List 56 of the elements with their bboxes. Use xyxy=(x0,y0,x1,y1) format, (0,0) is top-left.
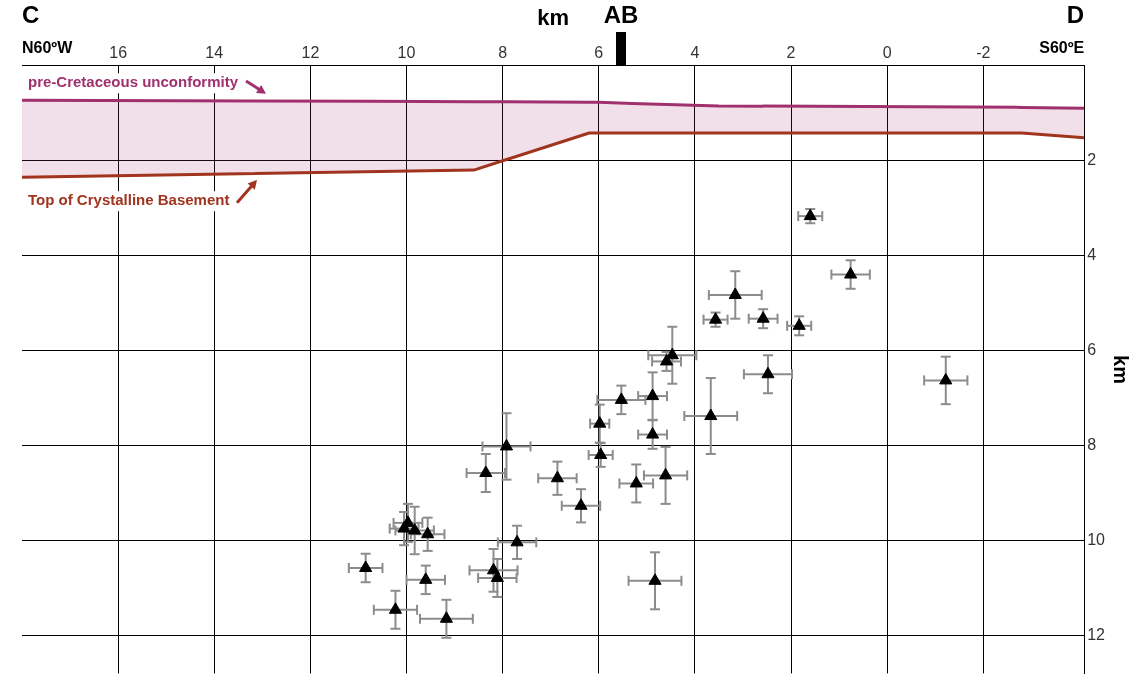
point xyxy=(792,318,806,330)
y-tick-label: 4 xyxy=(1087,245,1097,263)
point xyxy=(646,427,660,439)
text: AB xyxy=(603,0,639,28)
y-tick-label: 8 xyxy=(1087,435,1097,453)
legend-label: pre-Cretaceous unconformity xyxy=(28,73,239,91)
point xyxy=(594,447,608,459)
point xyxy=(844,267,858,279)
point xyxy=(939,372,953,385)
text: N60ºW xyxy=(22,39,74,57)
point xyxy=(359,560,373,572)
point xyxy=(629,475,643,488)
x-tick-label: 14 xyxy=(205,44,224,62)
point xyxy=(659,353,674,366)
point xyxy=(419,572,433,584)
x-tick-label: 0 xyxy=(882,44,892,62)
point xyxy=(401,515,415,527)
point xyxy=(574,498,588,510)
x-tick-label: 6 xyxy=(594,44,604,62)
x-tick-label: 8 xyxy=(498,44,508,62)
point xyxy=(756,311,770,323)
point xyxy=(708,312,723,324)
point xyxy=(439,611,453,623)
y-tick-label: 2 xyxy=(1087,150,1097,168)
point xyxy=(421,526,435,539)
x-tick-label: 16 xyxy=(109,44,128,62)
point xyxy=(665,347,679,360)
point xyxy=(803,208,817,221)
point xyxy=(648,573,662,585)
point xyxy=(761,366,775,379)
point xyxy=(614,392,628,404)
y-tick-label: 12 xyxy=(1087,625,1106,643)
x-tick-label: 4 xyxy=(690,44,700,62)
point xyxy=(646,388,660,401)
x-tick-label: -2 xyxy=(976,44,991,62)
text: S60ºE xyxy=(1039,39,1085,57)
point xyxy=(499,438,514,451)
x-tick-label: 12 xyxy=(301,44,320,62)
point xyxy=(479,465,493,478)
point xyxy=(490,570,504,582)
point xyxy=(510,534,524,547)
point xyxy=(593,416,607,428)
text: D xyxy=(1066,0,1085,28)
x-tick-label: 10 xyxy=(397,44,416,62)
point xyxy=(659,467,673,480)
point xyxy=(550,470,564,483)
x-axis-title: km xyxy=(537,5,569,31)
text: C xyxy=(22,0,40,28)
point xyxy=(388,602,403,614)
point xyxy=(704,408,718,421)
y-tick-label: 6 xyxy=(1087,340,1097,358)
y-axis-title: km xyxy=(1110,355,1133,384)
legend-label: Top of Crystalline Basement xyxy=(28,191,230,209)
y-tick-label: 10 xyxy=(1087,530,1106,548)
point xyxy=(728,287,742,299)
x-tick-label: 2 xyxy=(786,44,796,62)
